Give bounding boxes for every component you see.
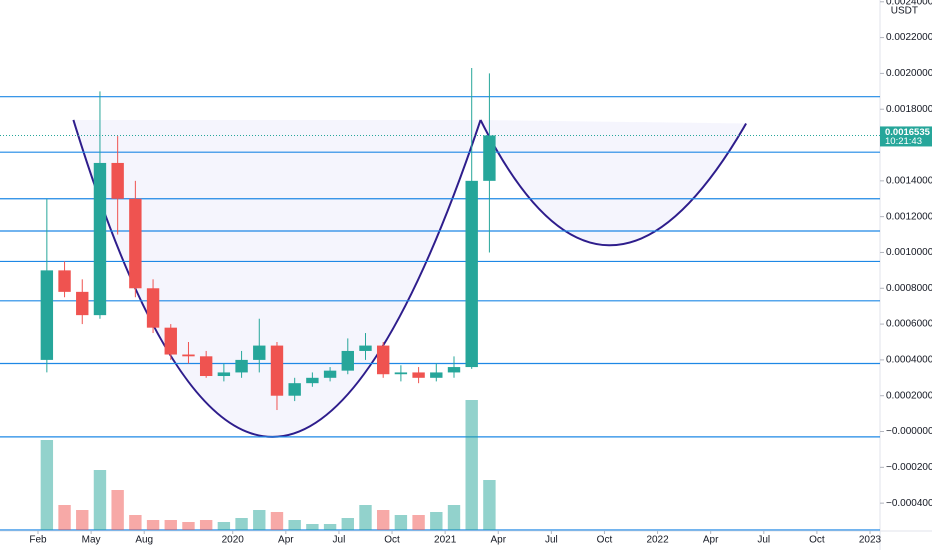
candle-body: [323, 370, 337, 378]
volume-bar: [306, 524, 319, 530]
candle-body: [447, 367, 461, 373]
y-tick-label: 0.0020000: [886, 68, 932, 79]
y-tick-label: 0.0012000: [886, 211, 932, 222]
volume-bar: [217, 522, 231, 530]
candle-body: [76, 291, 89, 316]
cup-shade: [480, 119, 747, 246]
x-tick-label: Apr: [278, 535, 294, 546]
y-tick-label: 0.0010000: [886, 247, 932, 258]
x-tick-label: Jul: [333, 535, 346, 546]
x-tick-label: Oct: [597, 535, 613, 546]
unit-label: USDT: [891, 6, 918, 17]
y-tick-label: 0.0024000: [886, 0, 932, 7]
x-tick-label: 2023: [859, 535, 882, 546]
candle-body: [394, 372, 408, 375]
y-tick-label: 0.0014000: [886, 175, 932, 186]
candle-body: [306, 377, 319, 384]
volume-bar: [182, 522, 195, 530]
candle-body: [288, 383, 301, 396]
volume-bar: [376, 510, 390, 530]
volume-bar: [288, 520, 301, 530]
candle-body: [58, 270, 71, 292]
volume-bar: [129, 515, 142, 530]
volume-bar: [93, 470, 107, 530]
x-tick-label: 2020: [222, 535, 245, 546]
y-tick-label: 0.0008000: [886, 283, 932, 294]
volume-bar: [253, 510, 266, 530]
volume-bar: [199, 520, 213, 530]
cup-curve: [479, 119, 747, 247]
candle-body: [341, 350, 354, 371]
volume-bar: [447, 505, 461, 530]
last-price-label: 0.0016535: [885, 127, 931, 138]
volume-bar: [235, 518, 248, 530]
y-tick-label: −0.0002000: [886, 462, 932, 473]
volume-bar: [76, 510, 89, 530]
volume-bar: [323, 524, 337, 530]
volume-bar: [394, 515, 408, 530]
y-tick-label: −0.0004000: [886, 498, 932, 509]
x-tick-label: Feb: [29, 535, 47, 546]
y-tick-label: 0.0018000: [886, 104, 932, 115]
y-tick-label: 0.0006000: [886, 319, 932, 330]
volume-bar: [465, 400, 478, 530]
candle-body: [235, 359, 248, 373]
volume-bar: [270, 512, 284, 530]
x-tick-label: May: [82, 535, 101, 546]
candle-body: [111, 162, 124, 199]
x-tick-label: Jul: [757, 535, 770, 546]
x-tick-label: Jul: [545, 535, 558, 546]
x-tick-label: 2022: [646, 535, 669, 546]
candle-body: [465, 180, 478, 368]
x-tick-label: Oct: [809, 535, 825, 546]
candle-body: [146, 288, 160, 328]
candle-body: [93, 162, 107, 316]
x-tick-label: Apr: [703, 535, 719, 546]
volume-bar: [164, 520, 177, 530]
candle-body: [40, 270, 54, 360]
x-tick-label: 2021: [434, 535, 457, 546]
candle-body: [164, 327, 177, 355]
candle-body: [199, 356, 213, 377]
candle-body: [129, 198, 142, 289]
volume-bar: [146, 520, 160, 530]
candle-body: [376, 345, 390, 375]
last-price-box: [880, 126, 932, 147]
x-tick-label: Aug: [135, 535, 153, 546]
volume-bar: [483, 480, 496, 530]
volume-bar: [40, 440, 54, 530]
y-tick-label: 0.0022000: [886, 32, 932, 43]
y-tick-label: −0.0000000: [886, 426, 932, 437]
countdown-label: 10:21:43: [885, 136, 922, 147]
candle-body: [270, 345, 284, 396]
volume-bar: [430, 512, 443, 530]
candle-body: [412, 372, 425, 378]
candle-body: [217, 372, 231, 377]
volume-bar: [341, 518, 354, 530]
candle-body: [430, 372, 443, 378]
y-tick-label: 0.0002000: [886, 390, 932, 401]
volume-bar: [111, 490, 124, 530]
x-tick-label: Oct: [384, 535, 400, 546]
candle-body: [483, 135, 496, 181]
x-tick-label: Apr: [490, 535, 506, 546]
volume-bar: [359, 505, 372, 530]
candle-body: [253, 345, 266, 360]
volume-bar: [412, 515, 425, 530]
candle-body: [182, 354, 195, 357]
candle-body: [359, 345, 372, 351]
volume-bar: [58, 505, 71, 530]
y-tick-label: 0.0004000: [886, 355, 932, 366]
